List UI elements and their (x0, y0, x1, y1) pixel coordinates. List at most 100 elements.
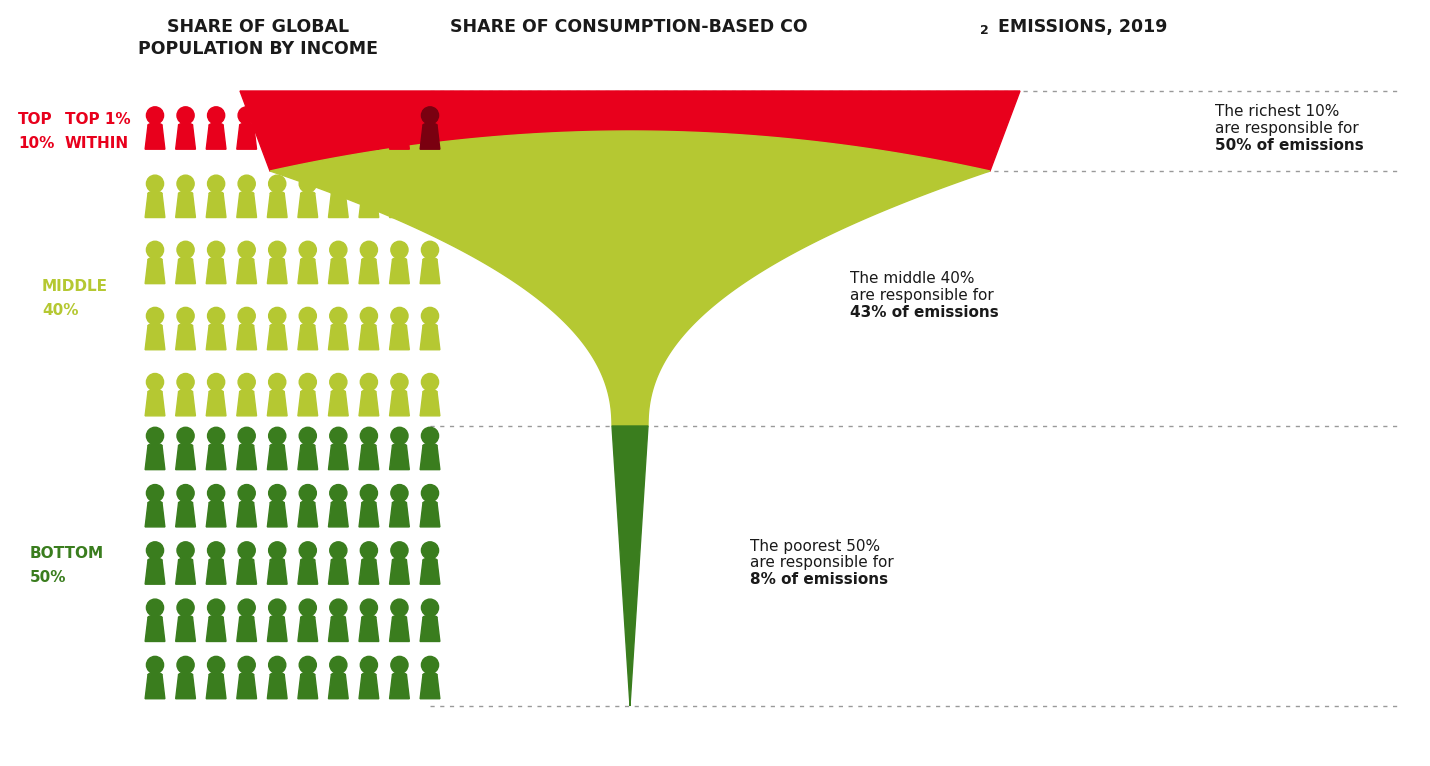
Polygon shape (362, 257, 376, 260)
Polygon shape (206, 126, 226, 149)
Circle shape (390, 374, 408, 391)
Polygon shape (240, 501, 253, 503)
Polygon shape (147, 257, 162, 260)
Circle shape (330, 656, 347, 673)
Polygon shape (359, 194, 379, 218)
Polygon shape (300, 390, 315, 392)
Polygon shape (362, 123, 376, 126)
Polygon shape (176, 446, 196, 470)
Circle shape (299, 241, 316, 258)
Polygon shape (237, 326, 256, 350)
Polygon shape (144, 260, 164, 283)
Polygon shape (389, 194, 409, 218)
Polygon shape (270, 192, 285, 194)
Polygon shape (267, 446, 287, 470)
Polygon shape (329, 560, 349, 584)
Circle shape (299, 427, 316, 444)
Polygon shape (179, 558, 193, 560)
Polygon shape (392, 673, 406, 675)
Text: The richest 10%: The richest 10% (1216, 103, 1340, 119)
Polygon shape (392, 257, 406, 260)
Polygon shape (176, 392, 196, 416)
Polygon shape (209, 501, 223, 503)
Polygon shape (144, 194, 164, 218)
Circle shape (237, 656, 255, 673)
Circle shape (360, 542, 378, 559)
Polygon shape (176, 560, 196, 584)
Polygon shape (423, 123, 438, 126)
Circle shape (422, 374, 439, 391)
Polygon shape (176, 675, 196, 699)
Circle shape (237, 599, 255, 617)
Polygon shape (206, 392, 226, 416)
Circle shape (422, 542, 439, 559)
Polygon shape (423, 324, 438, 326)
Polygon shape (179, 324, 193, 326)
Polygon shape (420, 675, 440, 699)
Polygon shape (209, 123, 223, 126)
Polygon shape (300, 615, 315, 617)
Circle shape (207, 599, 225, 617)
Text: 8% of emissions: 8% of emissions (749, 572, 888, 588)
Circle shape (177, 542, 194, 559)
Circle shape (390, 106, 408, 124)
Polygon shape (240, 192, 253, 194)
Polygon shape (389, 260, 409, 283)
Polygon shape (144, 560, 164, 584)
Text: 50%: 50% (30, 571, 67, 585)
Circle shape (237, 374, 255, 391)
Circle shape (360, 427, 378, 444)
Polygon shape (420, 392, 440, 416)
Text: 10%: 10% (19, 136, 54, 150)
Circle shape (299, 175, 316, 192)
Circle shape (146, 485, 163, 502)
Polygon shape (176, 194, 196, 218)
Polygon shape (209, 615, 223, 617)
Polygon shape (329, 194, 349, 218)
Polygon shape (362, 444, 376, 446)
Text: MIDDLE: MIDDLE (41, 279, 109, 294)
Circle shape (146, 427, 163, 444)
Polygon shape (300, 123, 315, 126)
Circle shape (207, 241, 225, 258)
Polygon shape (359, 392, 379, 416)
Polygon shape (206, 260, 226, 283)
Circle shape (422, 175, 439, 192)
Polygon shape (179, 444, 193, 446)
Polygon shape (270, 615, 285, 617)
Polygon shape (237, 260, 256, 283)
Circle shape (146, 599, 163, 617)
Polygon shape (300, 257, 315, 260)
Polygon shape (423, 390, 438, 392)
Polygon shape (147, 673, 162, 675)
Polygon shape (270, 558, 285, 560)
Polygon shape (267, 260, 287, 283)
Polygon shape (144, 446, 164, 470)
Polygon shape (362, 673, 376, 675)
Polygon shape (297, 503, 317, 527)
Circle shape (299, 542, 316, 559)
Polygon shape (329, 126, 349, 149)
Circle shape (330, 374, 347, 391)
Circle shape (207, 374, 225, 391)
Circle shape (237, 106, 255, 124)
Polygon shape (300, 192, 315, 194)
Polygon shape (420, 560, 440, 584)
Circle shape (390, 542, 408, 559)
Circle shape (360, 599, 378, 617)
Polygon shape (389, 446, 409, 470)
Circle shape (360, 374, 378, 391)
Circle shape (390, 427, 408, 444)
Circle shape (146, 175, 163, 192)
Polygon shape (179, 673, 193, 675)
Polygon shape (332, 501, 346, 503)
Circle shape (390, 485, 408, 502)
Circle shape (360, 175, 378, 192)
Polygon shape (206, 446, 226, 470)
Polygon shape (209, 257, 223, 260)
Circle shape (269, 656, 286, 673)
Text: are responsible for: are responsible for (1216, 120, 1358, 136)
Text: TOP: TOP (19, 112, 53, 126)
Circle shape (146, 374, 163, 391)
Polygon shape (267, 675, 287, 699)
